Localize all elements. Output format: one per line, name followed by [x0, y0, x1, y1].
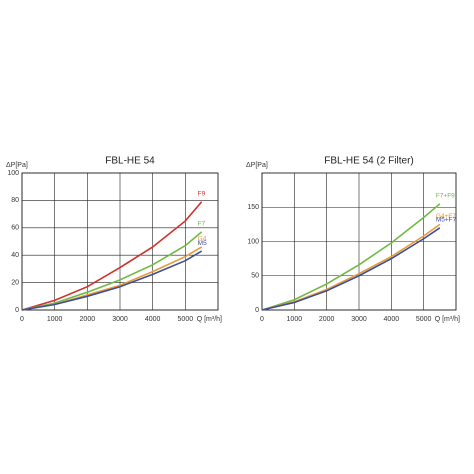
- x-tick-label: 2000: [80, 316, 96, 323]
- chart-title: FBL-HE 54: [105, 156, 155, 167]
- y-tick-label: 0: [255, 307, 259, 314]
- y-tick-label: 150: [247, 204, 259, 211]
- x-tick-label: 5000: [416, 316, 432, 323]
- x-tick-label: 3000: [112, 316, 128, 323]
- series-label: G4+F7: [436, 213, 456, 220]
- y-tick-label: 40: [11, 252, 19, 259]
- series-label: F9: [198, 190, 206, 197]
- y-tick-label: 50: [251, 273, 259, 280]
- series-label: M5+F7: [436, 217, 457, 224]
- y-tick-label: 80: [11, 197, 19, 204]
- x-tick-label: 0: [20, 316, 24, 323]
- series-label: G4: [198, 236, 207, 243]
- series-label: M5: [198, 240, 207, 247]
- y-tick-label: 100: [7, 170, 19, 177]
- x-tick-label: 3000: [351, 316, 367, 323]
- plot-frame: [261, 172, 457, 311]
- line-series: [21, 250, 203, 311]
- chart-title: FBL-HE 54 (2 Filter): [324, 156, 413, 167]
- y-tick-label: 60: [11, 225, 19, 232]
- x-tick-label: 1000: [47, 316, 63, 323]
- x-tick-label: 0: [260, 316, 264, 323]
- y-axis-label: ΔP[Pa]: [6, 162, 28, 169]
- line-series: [261, 203, 441, 311]
- line-series: [21, 246, 203, 311]
- y-axis-label: ΔP[Pa]: [246, 162, 268, 169]
- series-label: F7: [198, 221, 206, 228]
- series-label: F7+F9: [436, 193, 455, 200]
- line-series: [261, 223, 441, 311]
- plot-frame: [21, 172, 219, 311]
- y-tick-label: 0: [15, 307, 19, 314]
- x-tick-label: 4000: [384, 316, 400, 323]
- y-tick-label: 100: [247, 238, 259, 245]
- x-axis-label: Q [m³/h]: [197, 316, 222, 323]
- line-series: [21, 201, 203, 311]
- line-series: [261, 227, 441, 311]
- x-tick-label: 2000: [319, 316, 335, 323]
- line-series: [21, 231, 203, 311]
- x-tick-label: 1000: [287, 316, 303, 323]
- x-tick-label: 5000: [178, 316, 194, 323]
- y-tick-label: 20: [11, 279, 19, 286]
- x-tick-label: 4000: [145, 316, 161, 323]
- x-axis-label: Q [m³/h]: [435, 316, 460, 323]
